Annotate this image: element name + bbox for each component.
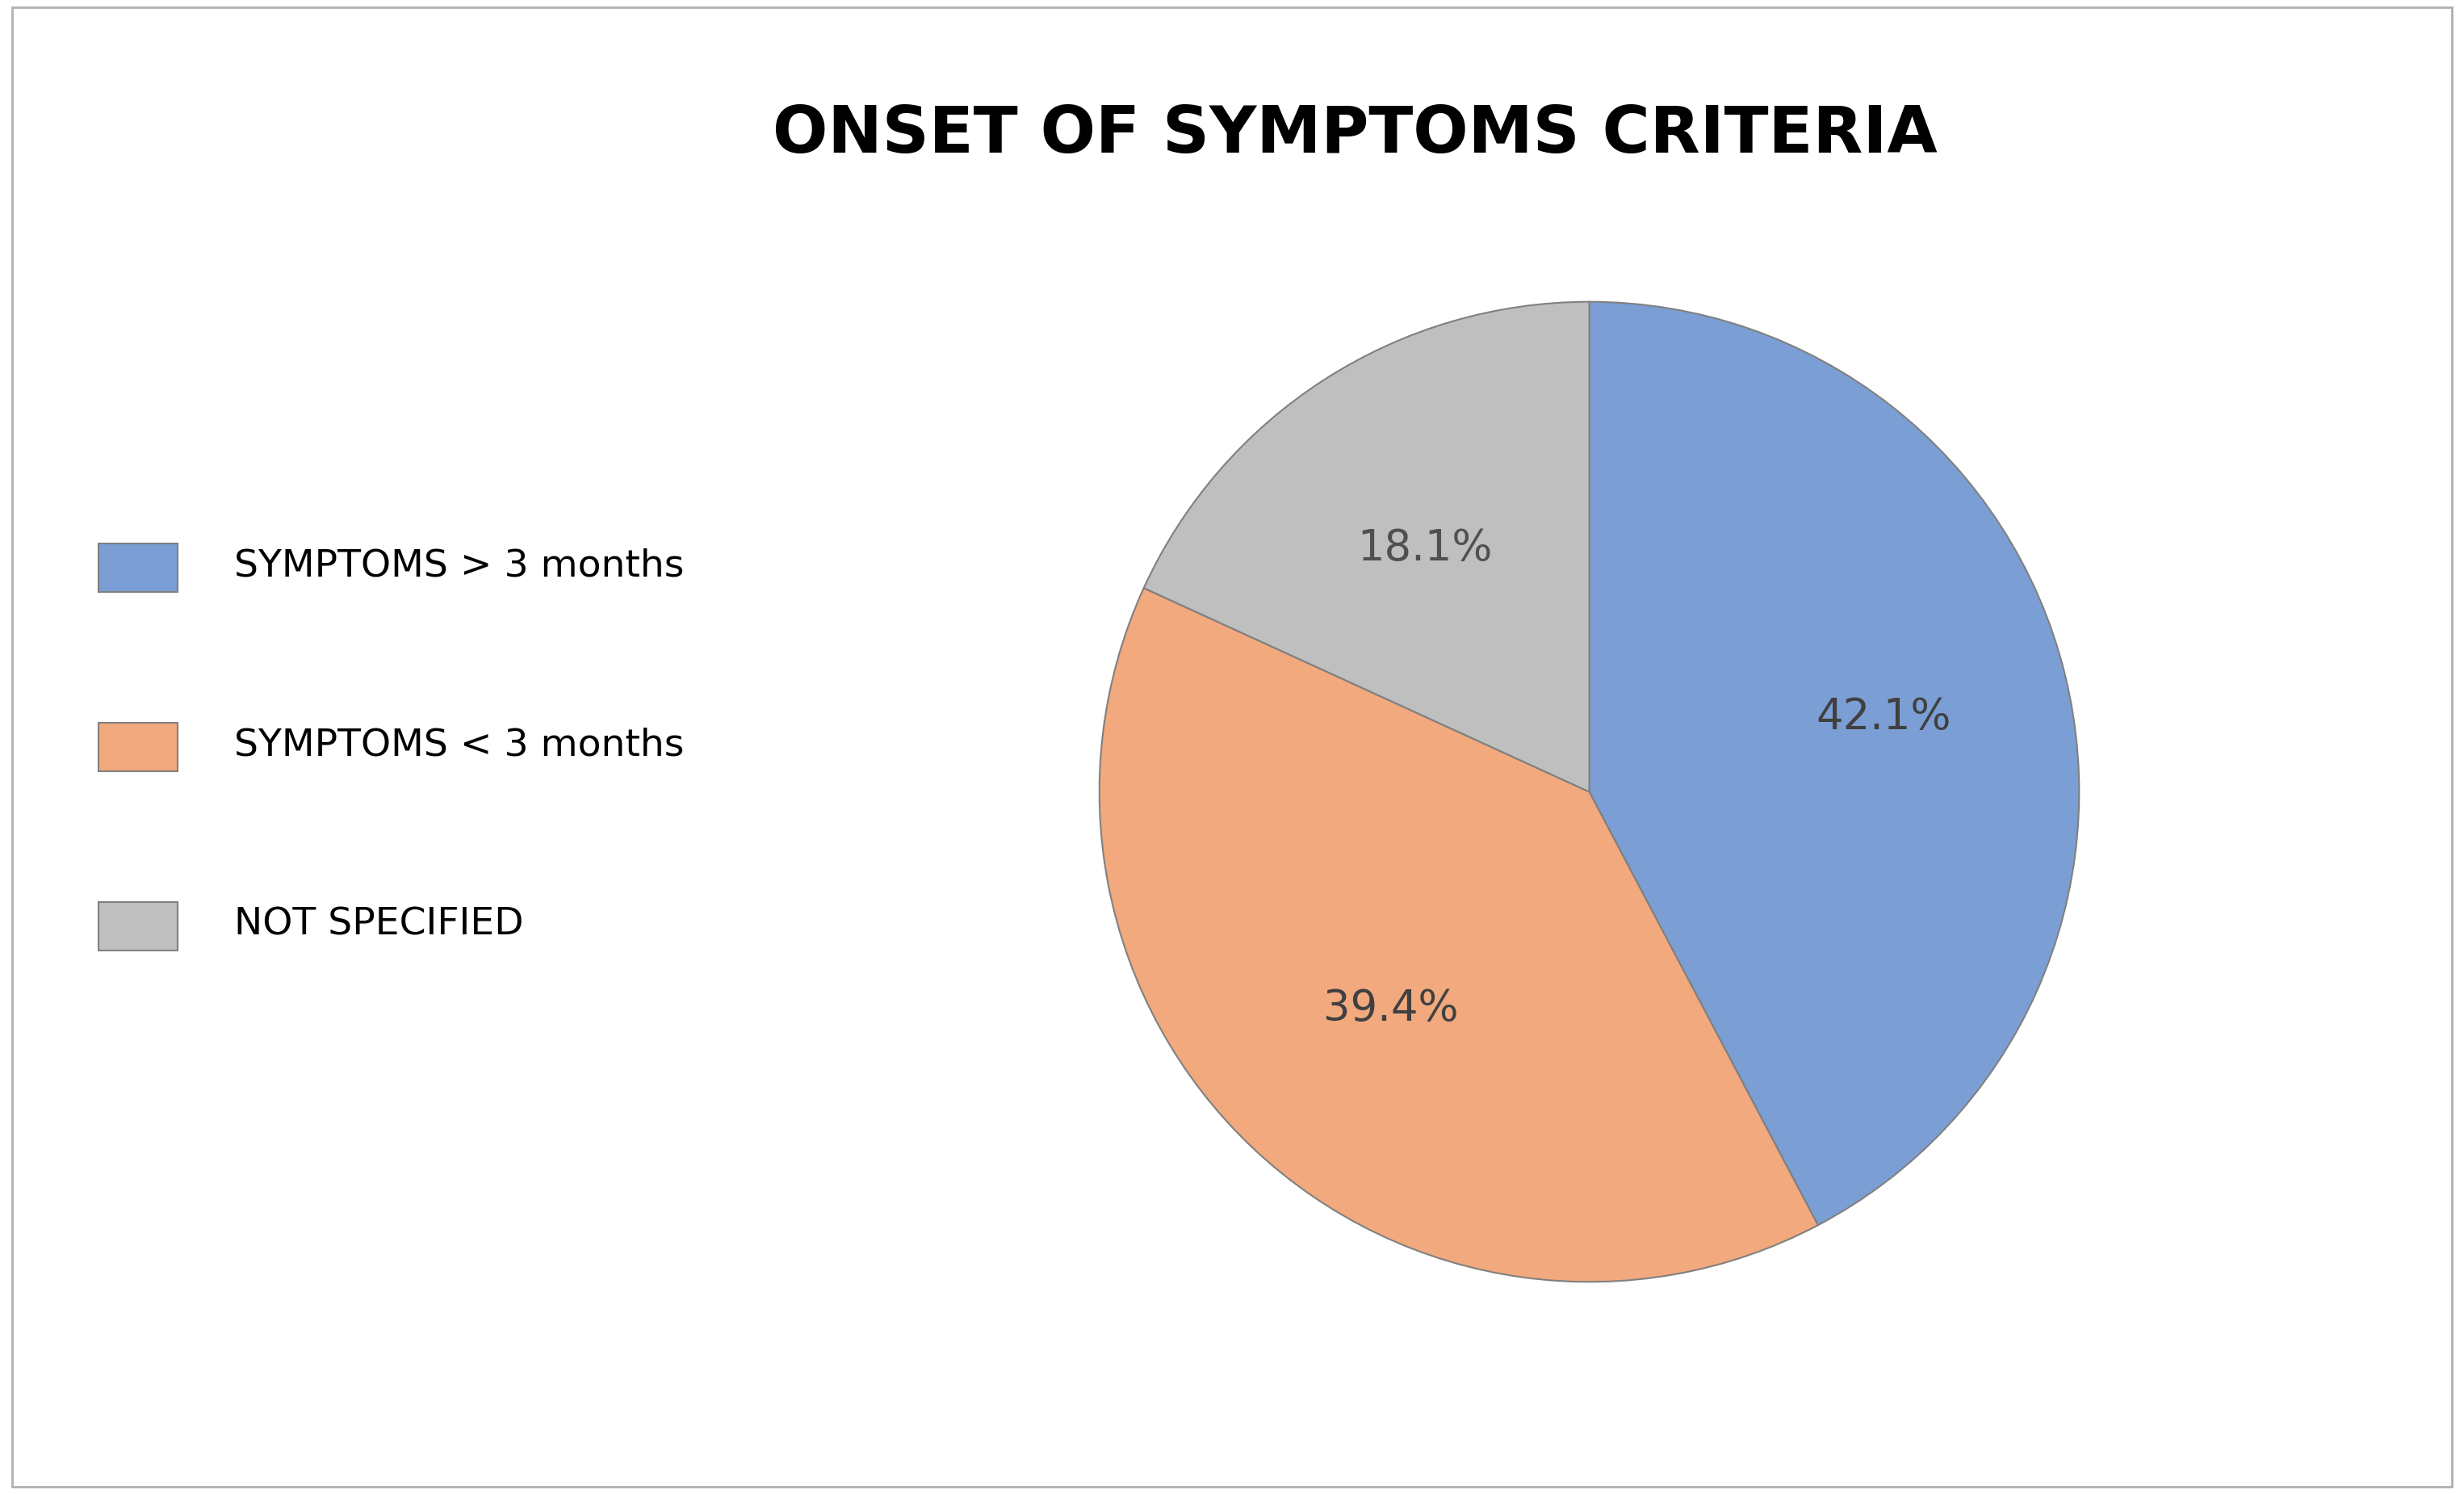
Text: NOT SPECIFIED: NOT SPECIFIED bbox=[234, 907, 522, 943]
Text: 42.1%: 42.1% bbox=[1816, 696, 1951, 738]
Wedge shape bbox=[1143, 302, 1589, 792]
Text: 39.4%: 39.4% bbox=[1323, 988, 1459, 1029]
Text: SYMPTOMS < 3 months: SYMPTOMS < 3 months bbox=[234, 728, 685, 763]
Text: ONSET OF SYMPTOMS CRITERIA: ONSET OF SYMPTOMS CRITERIA bbox=[774, 103, 1937, 166]
Wedge shape bbox=[1589, 302, 2080, 1225]
Text: 18.1%: 18.1% bbox=[1358, 527, 1493, 569]
Wedge shape bbox=[1099, 589, 1818, 1282]
Text: SYMPTOMS > 3 months: SYMPTOMS > 3 months bbox=[234, 548, 685, 584]
